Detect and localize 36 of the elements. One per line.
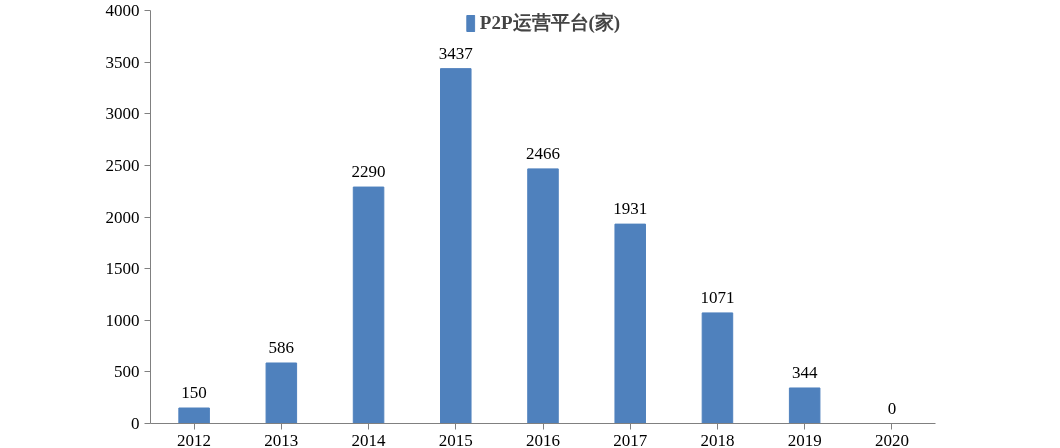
y-tick-label: 1000	[105, 310, 140, 330]
x-tick-label: 2015	[438, 430, 473, 448]
x-tick-label: 2014	[351, 430, 387, 448]
x-tick-label: 2013	[264, 430, 299, 448]
data-label: 2290	[351, 162, 386, 182]
legend-label: P2P运营平台(家)	[479, 11, 621, 35]
data-label: 586	[268, 338, 295, 357]
data-label: 3437	[438, 43, 474, 63]
y-tick-label: 2000	[105, 207, 140, 227]
data-label: 2466	[526, 143, 560, 163]
bar	[701, 312, 734, 424]
bar	[788, 387, 821, 424]
data-label: 150	[181, 383, 207, 403]
x-tick-label: 2019	[787, 430, 822, 448]
y-tick-label: 1500	[105, 259, 140, 279]
bar	[352, 186, 385, 424]
y-tick-label: 500	[114, 362, 140, 382]
bar	[265, 362, 298, 424]
y-tick-label: 0	[131, 414, 140, 433]
bar	[614, 223, 646, 424]
y-tick-label: 2500	[105, 155, 140, 175]
data-label: 1071	[700, 287, 735, 307]
data-label: 1931	[613, 199, 648, 219]
x-tick-label: 2017	[613, 430, 648, 448]
bar	[178, 407, 210, 424]
bar	[527, 168, 559, 424]
y-tick-label: 3000	[105, 104, 140, 124]
data-label: 0	[887, 398, 897, 418]
x-tick-label: 2012	[177, 430, 212, 448]
x-tick-label: 2020	[874, 430, 909, 448]
y-tick-label: 3500	[105, 52, 140, 72]
x-tick-label: 2018	[700, 430, 735, 448]
x-tick-label: 2016	[526, 430, 560, 448]
y-tick-label: 4000	[105, 1, 140, 20]
data-label: 344	[791, 362, 818, 382]
bar	[440, 68, 472, 424]
